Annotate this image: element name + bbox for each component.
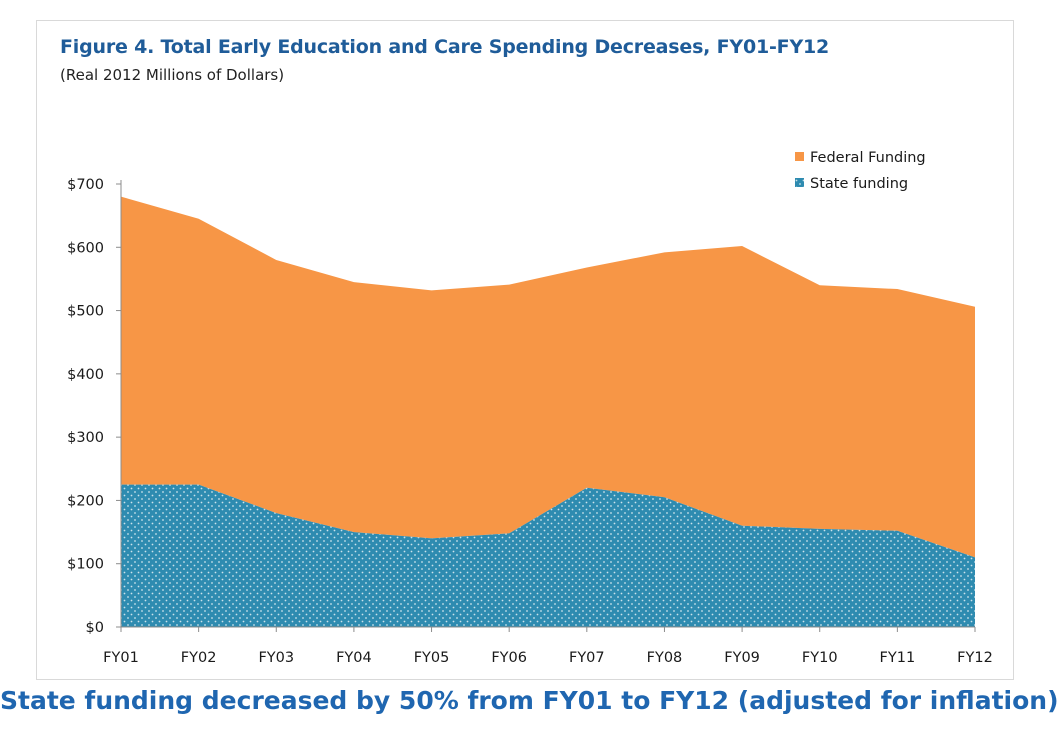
state-funding-texture: [121, 484, 975, 627]
x-tick-label: FY03: [258, 650, 294, 666]
x-tick-label: FY06: [491, 650, 527, 666]
legend-label: Federal Funding: [810, 150, 926, 166]
y-tick-label: $500: [67, 304, 104, 320]
x-tick-label: FY12: [957, 650, 993, 666]
y-tick-label: $400: [67, 367, 104, 383]
y-tick-label: $700: [67, 177, 104, 193]
x-tick-label: FY07: [569, 650, 605, 666]
chart-subtitle: (Real 2012 Millions of Dollars): [60, 66, 285, 84]
federal-funding-area: [121, 196, 975, 558]
y-tick-label: $100: [67, 557, 104, 573]
x-tick-label: FY01: [103, 650, 139, 666]
legend-swatch: [795, 152, 804, 161]
y-tick-label: $600: [67, 240, 104, 256]
chart-frame: [36, 20, 1014, 680]
legend-label: State funding: [810, 176, 908, 192]
y-tick-label: $0: [86, 620, 104, 636]
legend-swatch-texture: [795, 178, 804, 187]
y-tick-label: $200: [67, 493, 104, 509]
chart-title: Figure 4. Total Early Education and Care…: [60, 36, 830, 58]
x-tick-label: FY08: [647, 650, 683, 666]
x-tick-label: FY05: [414, 650, 450, 666]
x-tick-label: FY02: [181, 650, 217, 666]
caption: State funding decreased by 50% from FY01…: [0, 686, 1058, 715]
x-tick-label: FY04: [336, 650, 372, 666]
x-tick-label: FY11: [880, 650, 916, 666]
y-tick-label: $300: [67, 430, 104, 446]
x-tick-label: FY09: [724, 650, 760, 666]
x-tick-label: FY10: [802, 650, 838, 666]
